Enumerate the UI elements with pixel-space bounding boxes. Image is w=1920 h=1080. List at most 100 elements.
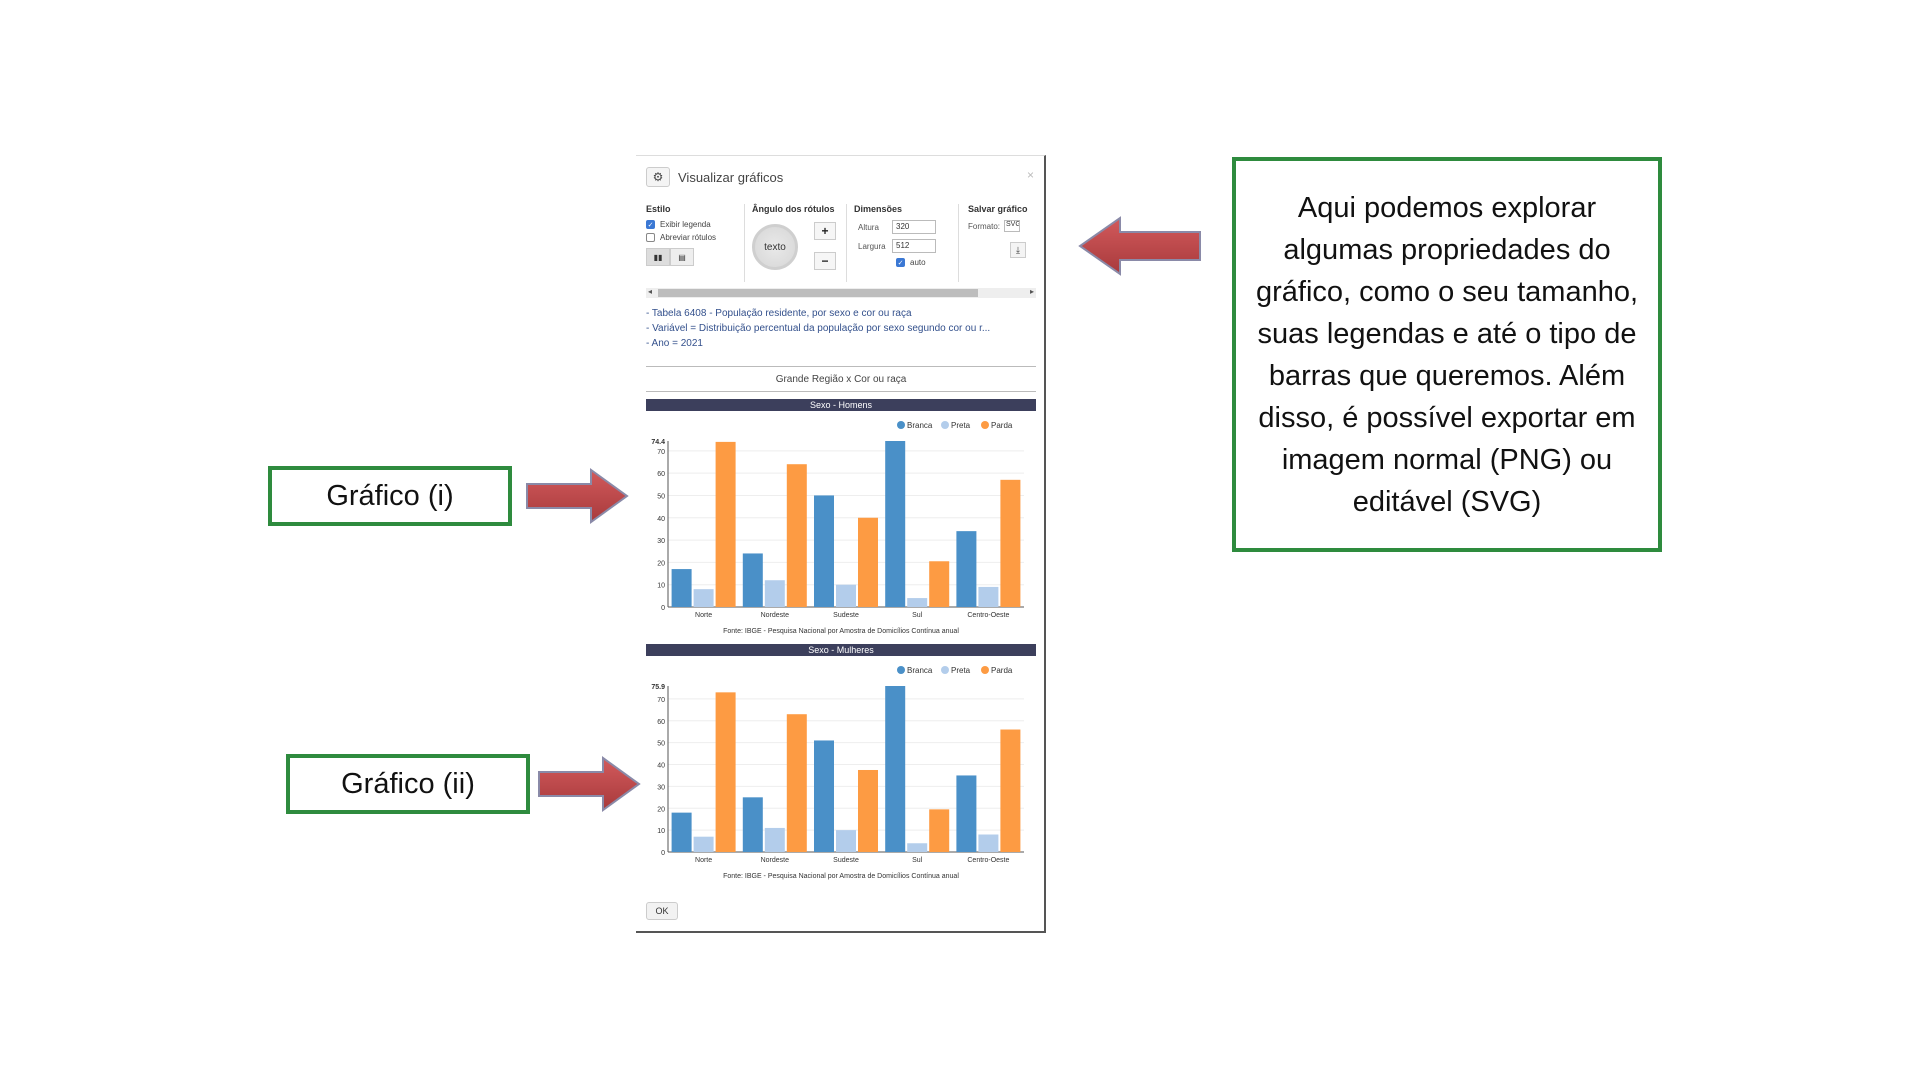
chart-title-band: Sexo - Homens xyxy=(646,399,1036,411)
y-tick-label: 60 xyxy=(657,719,665,726)
scroll-right-icon[interactable]: ▸ xyxy=(1029,287,1034,296)
bar xyxy=(885,441,906,607)
altura-label: Altura xyxy=(858,222,879,232)
angulo-heading: Ângulo dos rótulos xyxy=(752,204,835,214)
bar xyxy=(671,812,692,852)
formato-row: Formato: SVG xyxy=(968,220,1036,232)
legend-label: Branca xyxy=(907,421,933,430)
visualizar-graficos-dialog: ⚙ Visualizar gráficos × Estilo ✓ Exibir … xyxy=(636,155,1046,933)
auto-checkbox[interactable]: ✓ xyxy=(896,258,905,267)
bar xyxy=(764,580,785,607)
bar xyxy=(1000,479,1021,607)
bar xyxy=(956,531,977,607)
bar xyxy=(715,692,736,852)
divider xyxy=(846,204,847,282)
chart-ii-callout: Gráfico (ii) xyxy=(286,754,530,814)
query-info: - Tabela 6408 - População residente, por… xyxy=(646,306,1036,351)
legend-label: Branca xyxy=(907,666,933,675)
x-tick-label: Centro-Oeste xyxy=(967,857,1009,864)
y-tick-label: 50 xyxy=(657,741,665,748)
angle-plus-button[interactable]: + xyxy=(814,222,836,240)
bar xyxy=(836,584,856,607)
dimensoes-section: Dimensões Altura 320 Largura 512 ✓ auto xyxy=(854,204,950,284)
bar-chart-homens: Branca Preta Parda 0 10 20 30 40 50 60 70 74.4 Norte… xyxy=(651,421,1024,635)
angle-minus-button[interactable]: − xyxy=(814,252,836,270)
auto-option[interactable]: ✓ auto xyxy=(854,258,950,267)
legend-marker xyxy=(941,666,949,674)
estilo-heading: Estilo xyxy=(646,204,671,214)
bar xyxy=(715,441,736,607)
y-tick-label: 30 xyxy=(657,784,665,791)
dialog-title: Visualizar gráficos xyxy=(678,169,784,185)
abbrev-labels-checkbox[interactable] xyxy=(646,233,655,242)
bar xyxy=(742,797,763,852)
x-tick-label: Norte xyxy=(695,857,712,864)
largura-label: Largura xyxy=(858,241,886,251)
info-line-year: - Ano = 2021 xyxy=(646,338,703,349)
gear-icon[interactable]: ⚙ xyxy=(646,167,670,187)
x-tick-label: Sul xyxy=(912,612,923,619)
abbrev-labels-option[interactable]: Abreviar rótulos xyxy=(646,233,738,242)
angulo-section: Ângulo dos rótulos texto + − xyxy=(752,204,852,284)
formato-label: Formato: xyxy=(968,221,1001,231)
y-tick-label: 20 xyxy=(657,806,665,813)
left-arrow-icon xyxy=(1078,216,1201,276)
divider xyxy=(958,204,959,282)
y-tick-label: 70 xyxy=(657,449,665,456)
y-tick-label: 0 xyxy=(661,850,665,857)
bar xyxy=(907,598,928,607)
show-legend-option[interactable]: ✓ Exibir legenda xyxy=(646,220,738,229)
abbrev-labels-label: Abreviar rótulos xyxy=(660,233,717,242)
horizontal-scrollbar[interactable]: ◂ ▸ xyxy=(646,287,1036,298)
label-angle-dial[interactable]: texto xyxy=(752,224,798,270)
bar xyxy=(907,843,928,852)
bar-chart-mulheres: Branca Preta Parda 0 10 20 30 40 50 60 70 75.9 Norte… xyxy=(651,666,1024,880)
show-legend-checkbox[interactable]: ✓ xyxy=(646,220,655,229)
x-tick-label: Sul xyxy=(912,857,923,864)
x-tick-label: Nordeste xyxy=(761,612,790,619)
chart-i-callout: Gráfico (i) xyxy=(268,466,512,526)
bar xyxy=(858,517,878,607)
largura-input[interactable]: 512 xyxy=(892,239,936,253)
bar xyxy=(978,586,999,607)
right-arrow-icon xyxy=(526,468,629,524)
chart-source: Fonte: IBGE - Pesquisa Nacional por Amos… xyxy=(723,628,959,635)
close-icon[interactable]: × xyxy=(1026,168,1034,182)
y-tick-label: 60 xyxy=(657,471,665,478)
info-line-table: - Tabela 6408 - População residente, por… xyxy=(646,308,912,319)
ok-button[interactable]: OK xyxy=(646,902,678,920)
formato-select[interactable]: SVG xyxy=(1004,220,1021,232)
legend-label: Preta xyxy=(951,666,971,675)
auto-label: auto xyxy=(910,258,926,267)
show-legend-label: Exibir legenda xyxy=(660,220,711,229)
bar xyxy=(764,827,785,852)
scroll-thumb[interactable] xyxy=(658,289,978,297)
bar xyxy=(814,740,834,852)
largura-row: Largura 512 xyxy=(854,239,950,253)
bar xyxy=(742,553,763,607)
chart-homens: Sexo - Homens Branca Preta Parda 0 10 20 30 40 5… xyxy=(646,399,1036,643)
y-tick-label: 10 xyxy=(657,583,665,590)
bar xyxy=(814,495,834,607)
bar xyxy=(693,589,714,607)
altura-input[interactable]: 320 xyxy=(892,220,936,234)
scroll-left-icon[interactable]: ◂ xyxy=(648,287,653,296)
legend-marker xyxy=(897,421,905,429)
stacked-bars-icon[interactable]: ▤ xyxy=(670,248,694,266)
y-tick-label: 0 xyxy=(661,605,665,612)
bar xyxy=(978,834,999,852)
y-tick-label: 40 xyxy=(657,516,665,523)
chart-mulheres: Sexo - Mulheres Branca Preta Parda 0 10 20 30 4… xyxy=(646,644,1036,888)
y-max-label: 75.9 xyxy=(651,684,665,691)
bar xyxy=(929,561,950,607)
dialog-header: ⚙ Visualizar gráficos × xyxy=(646,166,1034,188)
legend-label: Preta xyxy=(951,421,971,430)
salvar-section: Salvar gráfico Formato: SVG ⤓ xyxy=(968,204,1036,284)
x-tick-label: Sudeste xyxy=(833,612,859,619)
y-tick-label: 50 xyxy=(657,493,665,500)
chart-source: Fonte: IBGE - Pesquisa Nacional por Amos… xyxy=(723,873,959,880)
bar xyxy=(786,464,807,607)
download-icon[interactable]: ⤓ xyxy=(1010,242,1026,258)
bar xyxy=(929,809,950,852)
grouped-bars-icon[interactable]: ▮▮ xyxy=(646,248,670,266)
